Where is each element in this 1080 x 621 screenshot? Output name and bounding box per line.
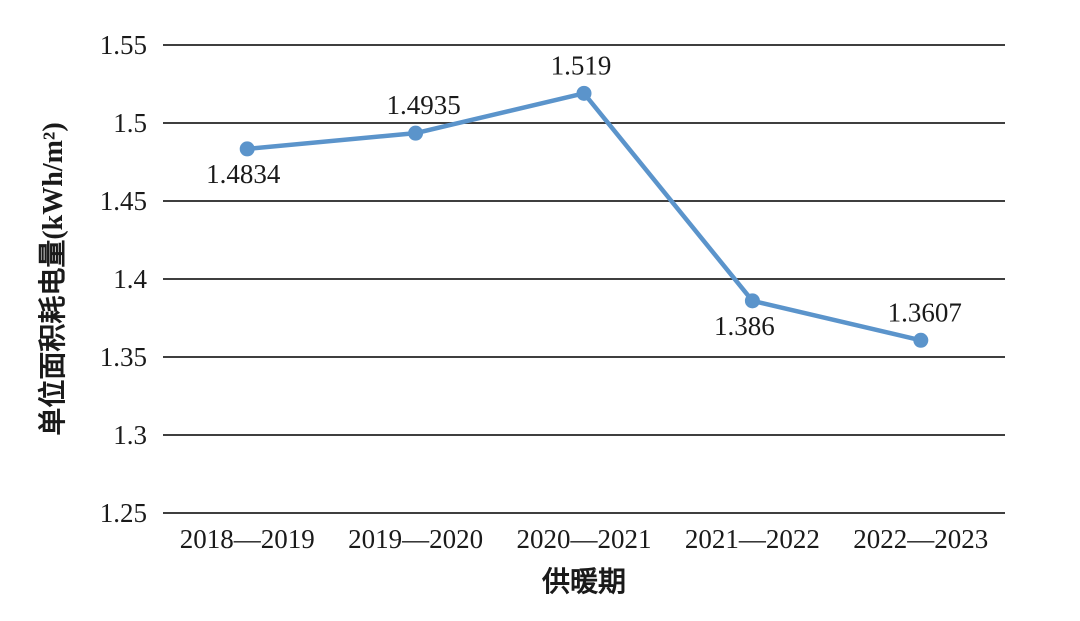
- x-tick-label: 2020—2021: [517, 524, 652, 554]
- x-tick-label: 2022—2023: [853, 524, 988, 554]
- y-tick-label: 1.4: [113, 264, 147, 294]
- x-tick-label: 2018—2019: [180, 524, 315, 554]
- x-tick-label: 2021—2022: [685, 524, 820, 554]
- data-point: [239, 141, 255, 157]
- y-tick-label: 1.25: [100, 498, 147, 528]
- data-point: [744, 293, 760, 309]
- y-tick-label: 1.45: [100, 186, 147, 216]
- y-tick-label: 1.35: [100, 342, 147, 372]
- x-tick-label: 2019—2020: [348, 524, 483, 554]
- data-point: [576, 85, 592, 101]
- y-axis-title: 单位面积耗电量(kWh/m²): [36, 122, 69, 435]
- data-point: [408, 125, 424, 141]
- data-label: 1.386: [714, 311, 775, 341]
- y-tick-label: 1.55: [100, 30, 147, 60]
- y-tick-label: 1.5: [113, 108, 147, 138]
- series-line: [244, 91, 924, 343]
- data-point: [913, 332, 929, 348]
- y-tick-label: 1.3: [113, 420, 147, 450]
- data-label: 1.519: [551, 50, 612, 80]
- data-label: 1.4834: [206, 159, 281, 189]
- data-label: 1.3607: [888, 297, 962, 327]
- data-label: 1.4935: [386, 90, 460, 120]
- x-axis-title: 供暖期: [541, 566, 626, 598]
